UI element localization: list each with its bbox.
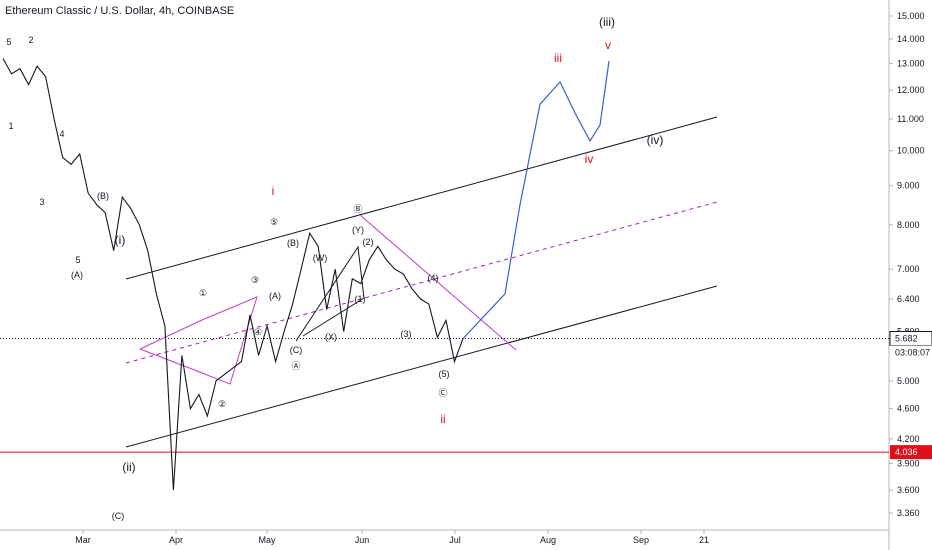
x-tick-label: Mar	[75, 535, 91, 545]
wave-label: ③	[251, 275, 259, 285]
y-tick-label: 10.000	[897, 146, 925, 156]
wave-label: (iv)	[647, 133, 664, 147]
wave-label: 3	[39, 197, 44, 207]
wave-label: Ⓒ	[438, 388, 447, 398]
y-tick-label: 3.600	[897, 485, 920, 495]
x-tick-label: May	[258, 535, 276, 545]
y-tick-label: 11.000	[897, 114, 924, 124]
countdown-tag-bg	[890, 345, 932, 360]
wave-label: (2)	[363, 237, 374, 247]
last-price-tag: 5.682	[895, 333, 918, 343]
x-tick-label: Jul	[449, 535, 461, 545]
y-tick-label: 4.600	[897, 404, 920, 414]
x-tick-label: Apr	[169, 535, 183, 545]
wave-label: Ⓐ	[291, 361, 300, 371]
y-tick-label: 5.000	[897, 376, 920, 386]
wedge-pattern	[295, 245, 365, 342]
wave-label: (B)	[97, 191, 109, 201]
wave-label: 1	[8, 121, 13, 131]
time-axis[interactable]: Mar Apr May Jun Jul Aug Sep 21	[75, 530, 709, 545]
wave-label-red: iii	[554, 51, 562, 65]
wave-label: (i)	[115, 233, 126, 247]
wave-label: 5	[75, 255, 80, 265]
wave-labels: 5 2 1 4 3 5 (A) (B) (i) (ii) (C) ① ② ③ ④ ⑤ (A) (B) (C) Ⓐ (W)…	[6, 15, 663, 521]
y-tick-label: 7.000	[897, 264, 920, 274]
wave-label: 2	[28, 35, 33, 45]
y-tick-label: 6.400	[897, 294, 920, 304]
y-tick-label: 4.200	[897, 434, 920, 444]
y-tick-label: 15.000	[897, 11, 925, 21]
chart-grid	[0, 0, 890, 550]
y-tick-label: 12.000	[897, 85, 925, 95]
price-line	[2, 58, 464, 491]
last-price-tag-bg	[890, 331, 932, 346]
descending-trendline	[359, 214, 517, 351]
wave-label: (5)	[439, 369, 450, 379]
wave-label: (A)	[71, 270, 83, 280]
channel-upper-line	[125, 116, 718, 280]
projection-path	[462, 60, 610, 340]
x-tick-label: 21	[699, 535, 709, 545]
y-tick-label: 13.000	[897, 59, 925, 69]
chart-title: Ethereum Classic / U.S. Dollar, 4h, COIN…	[5, 5, 235, 17]
wave-label: ⑤	[270, 217, 278, 227]
channel-lower-line	[125, 285, 718, 448]
price-axis[interactable]: 15.000 14.000 13.000 12.000 11.000 10.000 9.00…	[889, 11, 925, 518]
channel-median-line	[125, 201, 718, 364]
wave-label: (C)	[112, 511, 125, 521]
wave-label: 5	[6, 37, 11, 47]
y-tick-label: 3.360	[897, 508, 920, 518]
y-tick-label: 9.000	[897, 181, 920, 191]
wave-label: (B)	[287, 238, 299, 248]
price-tags: 5.682 03:08:07 4.036	[889, 330, 932, 460]
y-tick-label: 8.000	[897, 220, 920, 230]
wave-label: ①	[199, 288, 207, 298]
wave-label: Ⓑ	[353, 204, 362, 214]
x-tick-label: Jun	[355, 535, 370, 545]
wave-label-red: v	[605, 38, 611, 52]
triangle-pattern	[139, 296, 258, 385]
wave-label: (Y)	[352, 225, 364, 235]
wave-label: (A)	[269, 291, 281, 301]
x-tick-label: Sep	[633, 535, 649, 545]
y-tick-label: 3.900	[897, 458, 920, 468]
wave-label: (iii)	[599, 15, 615, 29]
wave-label: (3)	[401, 329, 412, 339]
wave-label-red: ii	[440, 412, 445, 426]
wave-label-red: iv	[585, 152, 594, 166]
wave-label-red: i	[272, 184, 275, 198]
wave-label: (X)	[325, 332, 337, 342]
trend-channel	[125, 116, 718, 448]
wave-label: 4	[59, 129, 64, 139]
y-tick-label: 14.000	[897, 34, 925, 44]
wave-label: ②	[218, 399, 226, 409]
price-series	[2, 58, 610, 491]
wave-label: (ii)	[122, 460, 135, 474]
support-price-tag-bg	[890, 445, 932, 460]
wave-label: (4)	[428, 273, 439, 283]
wave-label: (1)	[355, 294, 366, 304]
support-price-tag: 4.036	[895, 447, 918, 457]
wave-label: ④	[254, 327, 262, 337]
wave-label: (W)	[313, 253, 328, 263]
countdown-tag: 03:08:07	[895, 347, 930, 357]
wave-label: (C)	[290, 345, 303, 355]
x-tick-label: Aug	[540, 535, 556, 545]
